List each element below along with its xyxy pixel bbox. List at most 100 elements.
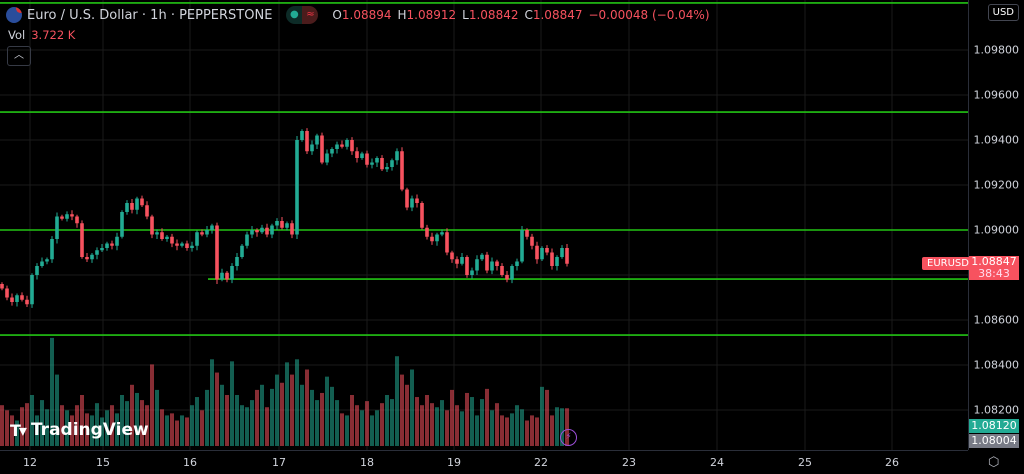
volume-bar	[345, 415, 349, 446]
volume-bar	[140, 400, 144, 446]
volume-bar	[25, 403, 29, 446]
volume-bar	[260, 384, 264, 446]
candle-body	[155, 232, 159, 235]
volume-bar	[435, 407, 439, 446]
candle-body	[295, 140, 299, 235]
price-axis[interactable]: USD 1.09800 1.09600 1.09400 1.09200 1.09…	[968, 0, 1024, 450]
candle-body	[355, 151, 359, 158]
bar-countdown: 38:43	[978, 267, 1010, 280]
candle-body	[315, 135, 319, 145]
volume-bar	[30, 395, 34, 446]
candle-body	[385, 167, 389, 170]
volume-bar	[480, 399, 484, 446]
candle-body	[40, 261, 44, 266]
candle-body	[200, 232, 204, 235]
candle-body	[535, 245, 539, 260]
time-axis[interactable]: 12 15 16 17 18 19 22 23 24 25 26	[0, 450, 968, 474]
candle-body	[540, 248, 544, 260]
candle-body	[265, 227, 269, 235]
candle-body	[345, 140, 349, 147]
candle-body	[95, 250, 99, 255]
time-label: 19	[447, 456, 461, 469]
candle-body	[220, 272, 224, 280]
symbol-title[interactable]: Euro / U.S. Dollar · 1h · PEPPERSTONE	[27, 7, 273, 23]
volume-bar	[460, 411, 464, 446]
candle-body	[80, 223, 84, 257]
tradingview-logo[interactable]: T▾ TradingView	[10, 420, 149, 440]
candle-body	[10, 297, 14, 302]
time-label: 23	[622, 456, 636, 469]
volume-bar	[490, 410, 494, 446]
chart-settings-icon[interactable]: ⬡	[988, 455, 1000, 470]
volume-bar	[310, 389, 314, 446]
volume-bar	[315, 400, 319, 446]
volume-bar	[335, 400, 339, 446]
volume-bar	[340, 413, 344, 446]
price-chart[interactable]	[0, 0, 968, 450]
volume-bar	[530, 415, 534, 446]
candle-body	[250, 230, 254, 235]
time-label: 12	[23, 456, 37, 469]
volume-bar	[5, 410, 9, 446]
candle-body	[30, 275, 34, 305]
candle-body	[180, 243, 184, 246]
volume-bar	[300, 384, 304, 446]
chevron-up-icon: ︿	[14, 50, 24, 61]
candle-body	[25, 299, 29, 305]
price-label: 1.09200	[973, 178, 1020, 192]
candle-body	[425, 227, 429, 237]
volume-bar	[55, 374, 59, 446]
candle-body	[465, 257, 469, 275]
volume-bar	[395, 356, 399, 446]
candle-body	[175, 243, 179, 246]
volume-bar	[385, 395, 389, 446]
volume-bar	[405, 384, 409, 446]
price-label: 1.09600	[973, 88, 1020, 102]
wave-icon: ≈	[302, 6, 319, 24]
candle-body	[195, 232, 199, 246]
candle-body	[105, 243, 109, 248]
volume-bar	[400, 374, 404, 446]
market-status-toggle[interactable]: ● ≈	[286, 6, 319, 24]
candle-body	[50, 239, 54, 260]
candle-body	[490, 261, 494, 271]
volume-bar	[175, 420, 179, 446]
collapse-legend-button[interactable]: ︿	[7, 46, 31, 66]
currency-button[interactable]: USD	[987, 4, 1019, 21]
volume-bar	[235, 395, 239, 446]
volume-bar	[210, 359, 214, 446]
candle-body	[60, 216, 64, 219]
volume-bar	[560, 408, 564, 446]
volume-bar	[305, 369, 309, 446]
candle-body	[550, 252, 554, 266]
last-price: 1.08847	[971, 255, 1017, 268]
candle-body	[320, 135, 324, 163]
candle-body	[435, 234, 439, 242]
volume-bar	[250, 400, 254, 446]
candle-body	[460, 257, 464, 264]
volume-bar	[80, 395, 84, 446]
volume-bar	[370, 415, 374, 446]
candle-body	[140, 198, 144, 206]
candle-body	[505, 275, 509, 280]
candle-body	[130, 203, 134, 210]
candle-body	[285, 223, 289, 228]
volume-bar	[510, 413, 514, 446]
market-open-dot-icon: ●	[286, 6, 303, 24]
candle-body	[415, 198, 419, 203]
candle-body	[515, 261, 519, 266]
time-label: 17	[272, 456, 286, 469]
candle-body	[350, 140, 354, 152]
candle-body	[165, 236, 169, 239]
volume-bar	[110, 405, 114, 446]
volume-bar	[240, 405, 244, 446]
time-label: 18	[360, 456, 374, 469]
volume-bar	[20, 407, 24, 446]
candle-body	[330, 149, 334, 154]
volume-bar	[205, 389, 209, 446]
candle-body	[405, 189, 409, 208]
volume-bar	[440, 400, 444, 446]
lightning-icon[interactable]: ⚡	[560, 429, 577, 446]
volume-bar	[270, 388, 274, 446]
volume-bar	[180, 415, 184, 446]
